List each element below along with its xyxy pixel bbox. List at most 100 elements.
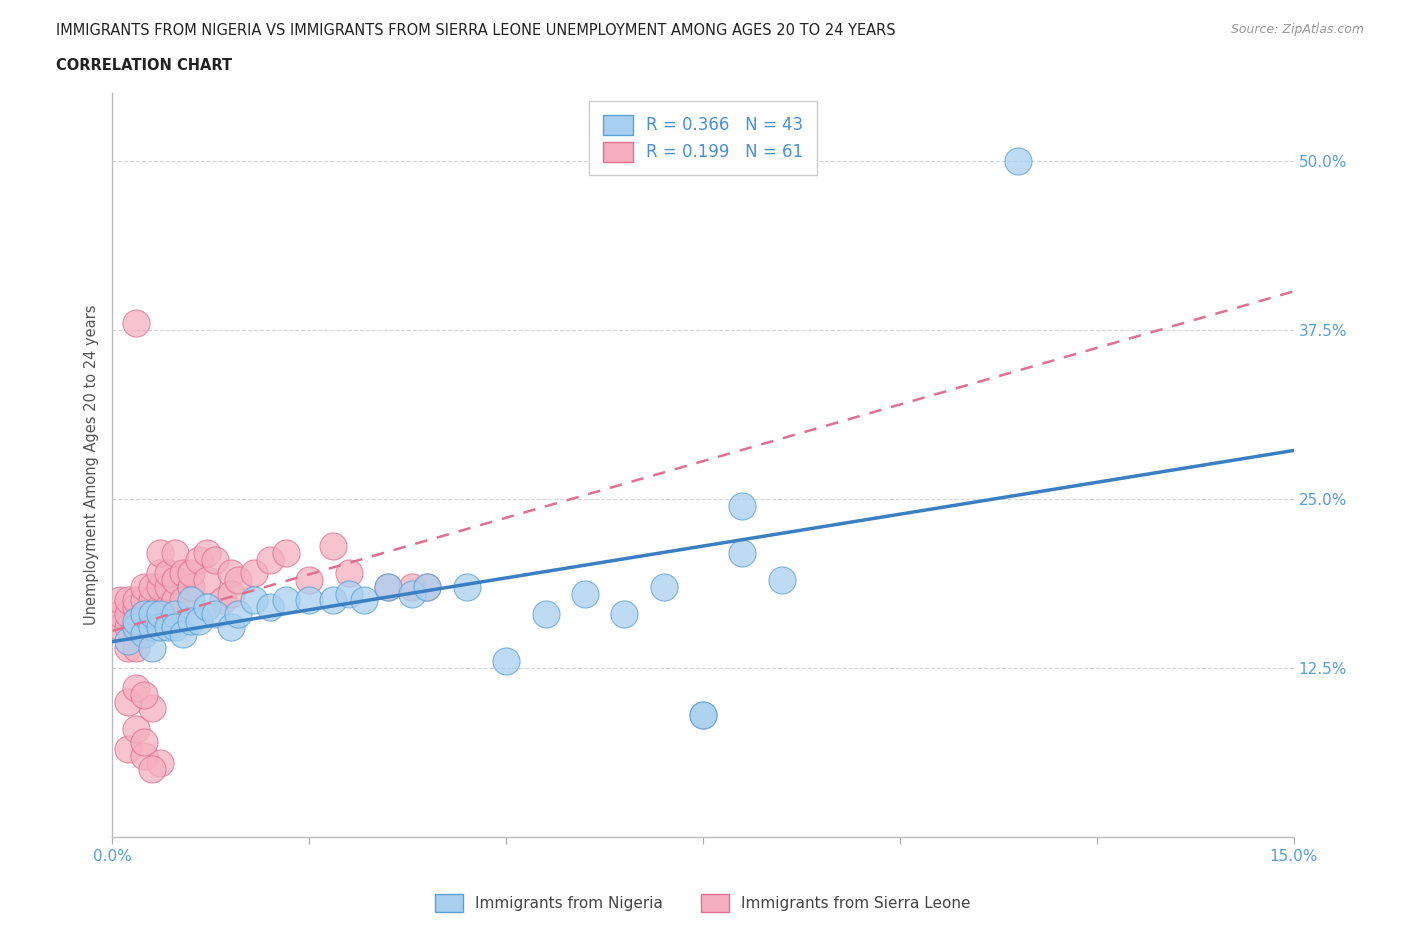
Point (141, 579, 163, 594)
Point (156, 600, 179, 615)
Point (141, 701, 163, 716)
Point (156, 565, 179, 580)
Text: CORRELATION CHART: CORRELATION CHART (56, 58, 232, 73)
Point (117, 606, 139, 621)
Point (125, 722, 148, 737)
Point (125, 640, 148, 655)
Point (132, 606, 155, 621)
Point (141, 620, 163, 635)
Point (259, 600, 281, 615)
Point (141, 620, 163, 635)
Point (228, 573, 250, 588)
Point (416, 579, 439, 594)
Point (149, 579, 172, 594)
Point (195, 600, 218, 615)
Point (149, 606, 172, 621)
Point (132, 735, 155, 750)
Point (401, 579, 423, 594)
Point (274, 592, 297, 607)
Point (337, 565, 360, 580)
Point (125, 600, 148, 615)
Point (165, 546, 187, 561)
Point (172, 565, 194, 580)
Legend: Immigrants from Nigeria, Immigrants from Sierra Leone: Immigrants from Nigeria, Immigrants from… (429, 888, 977, 918)
Point (165, 620, 187, 635)
Point (1007, 153, 1029, 168)
Point (377, 579, 399, 594)
Point (180, 579, 202, 594)
Point (149, 620, 172, 635)
Point (219, 565, 242, 580)
Point (165, 592, 187, 607)
Point (211, 592, 233, 607)
Point (204, 552, 226, 567)
Point (243, 592, 266, 607)
Point (731, 546, 754, 561)
Point (141, 592, 163, 607)
Point (141, 640, 163, 655)
Point (692, 708, 714, 723)
Point (652, 579, 675, 594)
Point (156, 620, 179, 635)
Point (495, 654, 517, 669)
Point (274, 546, 297, 561)
Point (132, 687, 155, 702)
Point (298, 592, 321, 607)
Point (195, 573, 218, 588)
Point (132, 606, 155, 621)
Y-axis label: Unemployment Among Ages 20 to 24 years: Unemployment Among Ages 20 to 24 years (83, 305, 98, 625)
Point (132, 627, 155, 642)
Point (180, 613, 202, 628)
Point (195, 546, 218, 561)
Text: Source: ZipAtlas.com: Source: ZipAtlas.com (1230, 23, 1364, 36)
Point (228, 606, 250, 621)
Point (204, 606, 226, 621)
Point (110, 620, 132, 635)
Point (132, 592, 155, 607)
Point (117, 741, 139, 756)
Point (416, 579, 439, 594)
Point (125, 315, 148, 330)
Point (141, 762, 163, 777)
Point (243, 565, 266, 580)
Point (770, 573, 793, 588)
Point (219, 620, 242, 635)
Point (172, 627, 194, 642)
Point (692, 708, 714, 723)
Point (180, 592, 202, 607)
Point (149, 600, 172, 615)
Point (117, 633, 139, 648)
Legend: R = 0.366   N = 43, R = 0.199   N = 61: R = 0.366 N = 43, R = 0.199 N = 61 (589, 101, 817, 176)
Point (132, 620, 155, 635)
Point (110, 592, 132, 607)
Point (322, 538, 344, 553)
Point (574, 586, 596, 601)
Point (219, 586, 242, 601)
Point (117, 640, 139, 655)
Point (149, 565, 172, 580)
Point (731, 498, 754, 513)
Point (165, 606, 187, 621)
Point (172, 592, 194, 607)
Point (125, 620, 148, 635)
Point (117, 620, 139, 635)
Point (401, 586, 423, 601)
Point (125, 613, 148, 628)
Point (132, 749, 155, 764)
Point (353, 592, 375, 607)
Point (613, 606, 636, 621)
Point (141, 606, 163, 621)
Point (117, 592, 139, 607)
Point (188, 613, 211, 628)
Point (180, 565, 202, 580)
Point (117, 695, 139, 710)
Point (149, 546, 172, 561)
Point (141, 606, 163, 621)
Point (156, 579, 179, 594)
Point (377, 579, 399, 594)
Point (259, 552, 281, 567)
Point (125, 681, 148, 696)
Point (298, 573, 321, 588)
Point (456, 579, 478, 594)
Point (110, 606, 132, 621)
